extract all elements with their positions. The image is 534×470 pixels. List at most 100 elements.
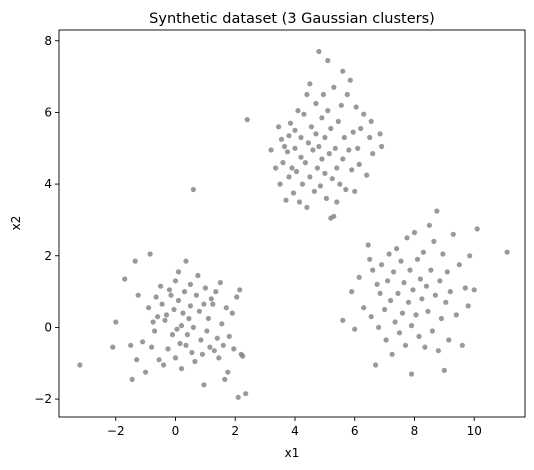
data-point bbox=[171, 306, 177, 313]
data-point bbox=[467, 253, 473, 259]
data-point bbox=[435, 348, 441, 354]
data-point bbox=[385, 278, 391, 284]
data-point bbox=[146, 305, 152, 311]
data-point bbox=[331, 84, 337, 90]
data-point bbox=[344, 91, 350, 98]
data-point bbox=[407, 267, 413, 273]
data-point bbox=[323, 195, 329, 201]
data-point bbox=[192, 358, 198, 365]
data-point bbox=[382, 306, 388, 313]
data-point bbox=[298, 134, 304, 141]
data-point bbox=[150, 319, 156, 325]
data-point bbox=[317, 183, 323, 189]
data-point bbox=[432, 292, 438, 298]
data-point bbox=[169, 332, 176, 338]
data-point bbox=[392, 319, 398, 325]
data-point bbox=[374, 281, 380, 287]
data-point bbox=[443, 299, 449, 305]
data-point bbox=[434, 208, 440, 214]
data-point bbox=[156, 357, 162, 363]
data-point bbox=[356, 161, 362, 167]
data-point bbox=[129, 376, 135, 382]
data-point bbox=[438, 315, 444, 322]
data-point bbox=[450, 231, 456, 237]
x-axis-label: x1 bbox=[285, 446, 300, 460]
data-point bbox=[283, 197, 289, 203]
data-point bbox=[243, 391, 249, 397]
data-point bbox=[379, 143, 385, 150]
data-point bbox=[199, 351, 205, 357]
data-point bbox=[196, 308, 202, 314]
data-point bbox=[405, 299, 412, 305]
data-point bbox=[277, 181, 283, 187]
data-point bbox=[292, 145, 298, 151]
data-point bbox=[110, 344, 116, 350]
data-point bbox=[364, 172, 370, 178]
data-point bbox=[334, 199, 340, 205]
data-point bbox=[296, 199, 303, 205]
data-point bbox=[189, 349, 195, 356]
data-point bbox=[408, 323, 415, 329]
data-point bbox=[446, 337, 452, 343]
data-point bbox=[343, 186, 349, 193]
data-point bbox=[322, 134, 328, 141]
data-point bbox=[340, 68, 346, 74]
data-point bbox=[305, 140, 311, 146]
data-point bbox=[159, 301, 165, 307]
data-point bbox=[149, 344, 155, 350]
y-tick-label: 2 bbox=[44, 249, 52, 263]
data-point bbox=[273, 165, 279, 171]
y-tick-label: 4 bbox=[44, 177, 52, 191]
data-point bbox=[205, 315, 211, 322]
data-point bbox=[367, 256, 373, 262]
data-point bbox=[280, 160, 286, 166]
data-point bbox=[219, 321, 225, 327]
data-point bbox=[135, 292, 141, 298]
data-point bbox=[334, 165, 340, 171]
data-point bbox=[311, 188, 317, 194]
data-point bbox=[352, 188, 358, 194]
data-point bbox=[237, 287, 243, 293]
data-point bbox=[504, 249, 510, 255]
data-point bbox=[204, 328, 210, 334]
data-point bbox=[422, 344, 428, 350]
data-point bbox=[395, 290, 401, 296]
data-point bbox=[289, 165, 295, 171]
data-point bbox=[402, 342, 409, 348]
data-point bbox=[226, 333, 232, 339]
data-point bbox=[370, 151, 376, 157]
data-point bbox=[313, 131, 319, 137]
data-point bbox=[355, 145, 361, 151]
data-point bbox=[465, 303, 471, 309]
data-point bbox=[286, 174, 292, 180]
data-point bbox=[143, 369, 149, 375]
data-point bbox=[310, 147, 316, 153]
data-point bbox=[181, 289, 188, 295]
data-point bbox=[316, 143, 322, 150]
data-point bbox=[290, 190, 297, 196]
x-tick-label: 10 bbox=[467, 424, 482, 438]
data-point bbox=[349, 289, 355, 295]
data-point bbox=[431, 238, 437, 244]
data-point bbox=[177, 340, 183, 347]
points-layer bbox=[77, 48, 510, 400]
data-point bbox=[440, 251, 446, 257]
data-point bbox=[358, 125, 364, 132]
data-point bbox=[396, 330, 403, 336]
data-point bbox=[162, 317, 168, 323]
data-point bbox=[286, 133, 292, 139]
data-point bbox=[376, 324, 382, 330]
data-point bbox=[287, 120, 294, 126]
data-point bbox=[210, 301, 216, 307]
data-point bbox=[329, 176, 335, 182]
data-point bbox=[417, 276, 423, 282]
y-axis-label: x2 bbox=[9, 216, 23, 231]
data-point bbox=[413, 312, 419, 318]
data-point bbox=[304, 91, 310, 98]
data-point bbox=[429, 328, 435, 334]
data-point bbox=[284, 149, 291, 155]
data-point bbox=[222, 376, 228, 382]
data-point bbox=[462, 285, 468, 291]
data-point bbox=[299, 181, 306, 187]
